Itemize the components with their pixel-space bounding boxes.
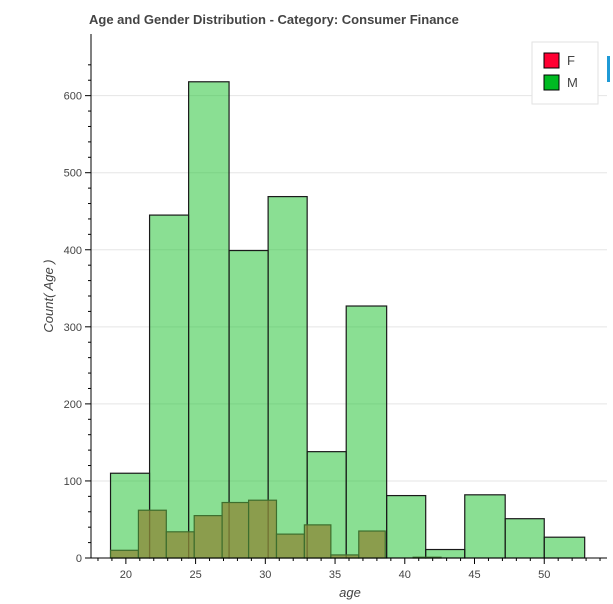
bar-m <box>345 305 388 559</box>
y-tick-label: 400 <box>64 245 82 257</box>
series-m-bars <box>109 81 586 559</box>
toolbar-indicator[interactable] <box>607 56 610 82</box>
y-tick-label: 200 <box>64 399 82 411</box>
legend-box <box>531 41 599 105</box>
bar-m <box>267 195 308 559</box>
x-tick-label: 45 <box>468 569 480 581</box>
bar-m <box>386 494 427 559</box>
y-axis-label: Count( Age ) <box>41 259 56 332</box>
x-axis-label: age <box>339 585 361 600</box>
bar-f <box>275 533 305 559</box>
bar-f <box>247 499 278 559</box>
y-axis-ticks: 0 100 200 300 400 500 600 <box>64 64 91 565</box>
bar-f <box>221 501 250 559</box>
bar-m <box>148 214 190 559</box>
x-tick-label: 35 <box>329 569 341 581</box>
bar-f <box>358 530 386 559</box>
series-f-bars <box>109 499 442 559</box>
x-tick-label: 50 <box>538 569 550 581</box>
legend-swatch-m <box>543 74 560 91</box>
y-tick-label: 0 <box>76 553 82 565</box>
legend-label-m: M <box>567 75 578 90</box>
legend: FM <box>531 41 599 105</box>
bar-m <box>543 536 586 559</box>
x-tick-label: 40 <box>399 569 411 581</box>
y-tick-label: 500 <box>64 168 82 180</box>
x-axis-ticks: 20 25 30 35 40 45 50 <box>97 558 601 581</box>
y-tick-label: 300 <box>64 322 82 334</box>
y-tick-label: 100 <box>64 476 82 488</box>
bar-f <box>193 515 223 559</box>
bar-m <box>464 494 506 559</box>
bar-f <box>137 509 167 559</box>
legend-swatch-f <box>543 52 560 69</box>
chart-title: Age and Gender Distribution - Category: … <box>89 12 459 27</box>
y-tick-label: 600 <box>64 91 82 103</box>
x-tick-label: 25 <box>189 569 201 581</box>
bar-m <box>504 518 545 559</box>
x-tick-label: 30 <box>259 569 271 581</box>
x-tick-label: 20 <box>120 569 132 581</box>
bar-f <box>165 531 195 559</box>
bar-f <box>109 549 140 559</box>
bar-f <box>303 524 332 559</box>
bar-m <box>188 81 230 559</box>
legend-label-f: F <box>567 53 575 68</box>
